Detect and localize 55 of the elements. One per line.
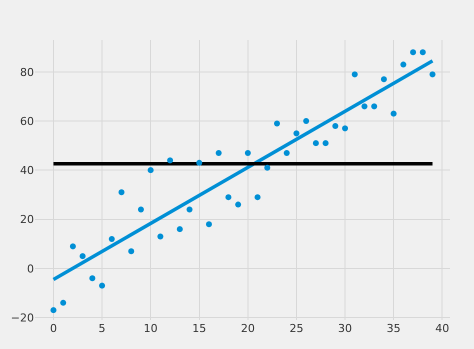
point: [244, 150, 251, 156]
point: [70, 243, 76, 250]
point: [108, 236, 115, 242]
x-tick-label: 40: [435, 322, 450, 335]
point: [235, 202, 242, 208]
point: [342, 125, 348, 132]
point: [264, 164, 270, 171]
point: [196, 160, 202, 166]
point: [322, 140, 329, 146]
point: [118, 189, 124, 196]
point: [89, 275, 96, 282]
point: [390, 110, 397, 117]
y-tick-label: 40: [20, 164, 34, 178]
point: [225, 194, 232, 200]
point: [157, 233, 164, 240]
point: [410, 49, 416, 56]
point: [352, 71, 358, 78]
point: [284, 150, 290, 156]
point: [216, 150, 222, 156]
point: [254, 194, 261, 200]
point: [60, 300, 66, 306]
x-tick-label: 20: [240, 322, 255, 335]
x-tick-label: 30: [338, 322, 352, 335]
point: [293, 130, 300, 136]
point: [138, 206, 144, 212]
x-tick-label: 10: [144, 322, 158, 335]
point: [186, 206, 193, 212]
x-tick-label: 35: [386, 322, 401, 335]
point: [380, 76, 387, 82]
point: [148, 167, 154, 174]
y-tick-label: −20: [10, 311, 34, 324]
x-tick-label: 25: [289, 322, 304, 335]
point: [128, 248, 134, 254]
y-tick-label: 60: [20, 114, 34, 128]
point: [371, 103, 378, 110]
point: [361, 103, 368, 110]
point: [332, 122, 338, 129]
point: [99, 282, 106, 289]
y-tick-label: 80: [20, 66, 34, 79]
point: [430, 71, 436, 78]
point: [167, 157, 174, 164]
point: [176, 226, 183, 232]
y-tick-label: 0: [27, 262, 34, 276]
point: [50, 307, 56, 314]
y-tick-label: 20: [20, 213, 34, 226]
x-tick-label: 0: [50, 322, 57, 335]
point: [206, 221, 212, 228]
x-tick-label: 5: [98, 322, 106, 335]
point: [312, 140, 319, 146]
point: [303, 118, 310, 124]
point: [80, 253, 86, 260]
x-tick-label: 15: [192, 322, 206, 335]
point: [420, 49, 426, 56]
point: [400, 62, 406, 68]
point: [274, 120, 280, 127]
